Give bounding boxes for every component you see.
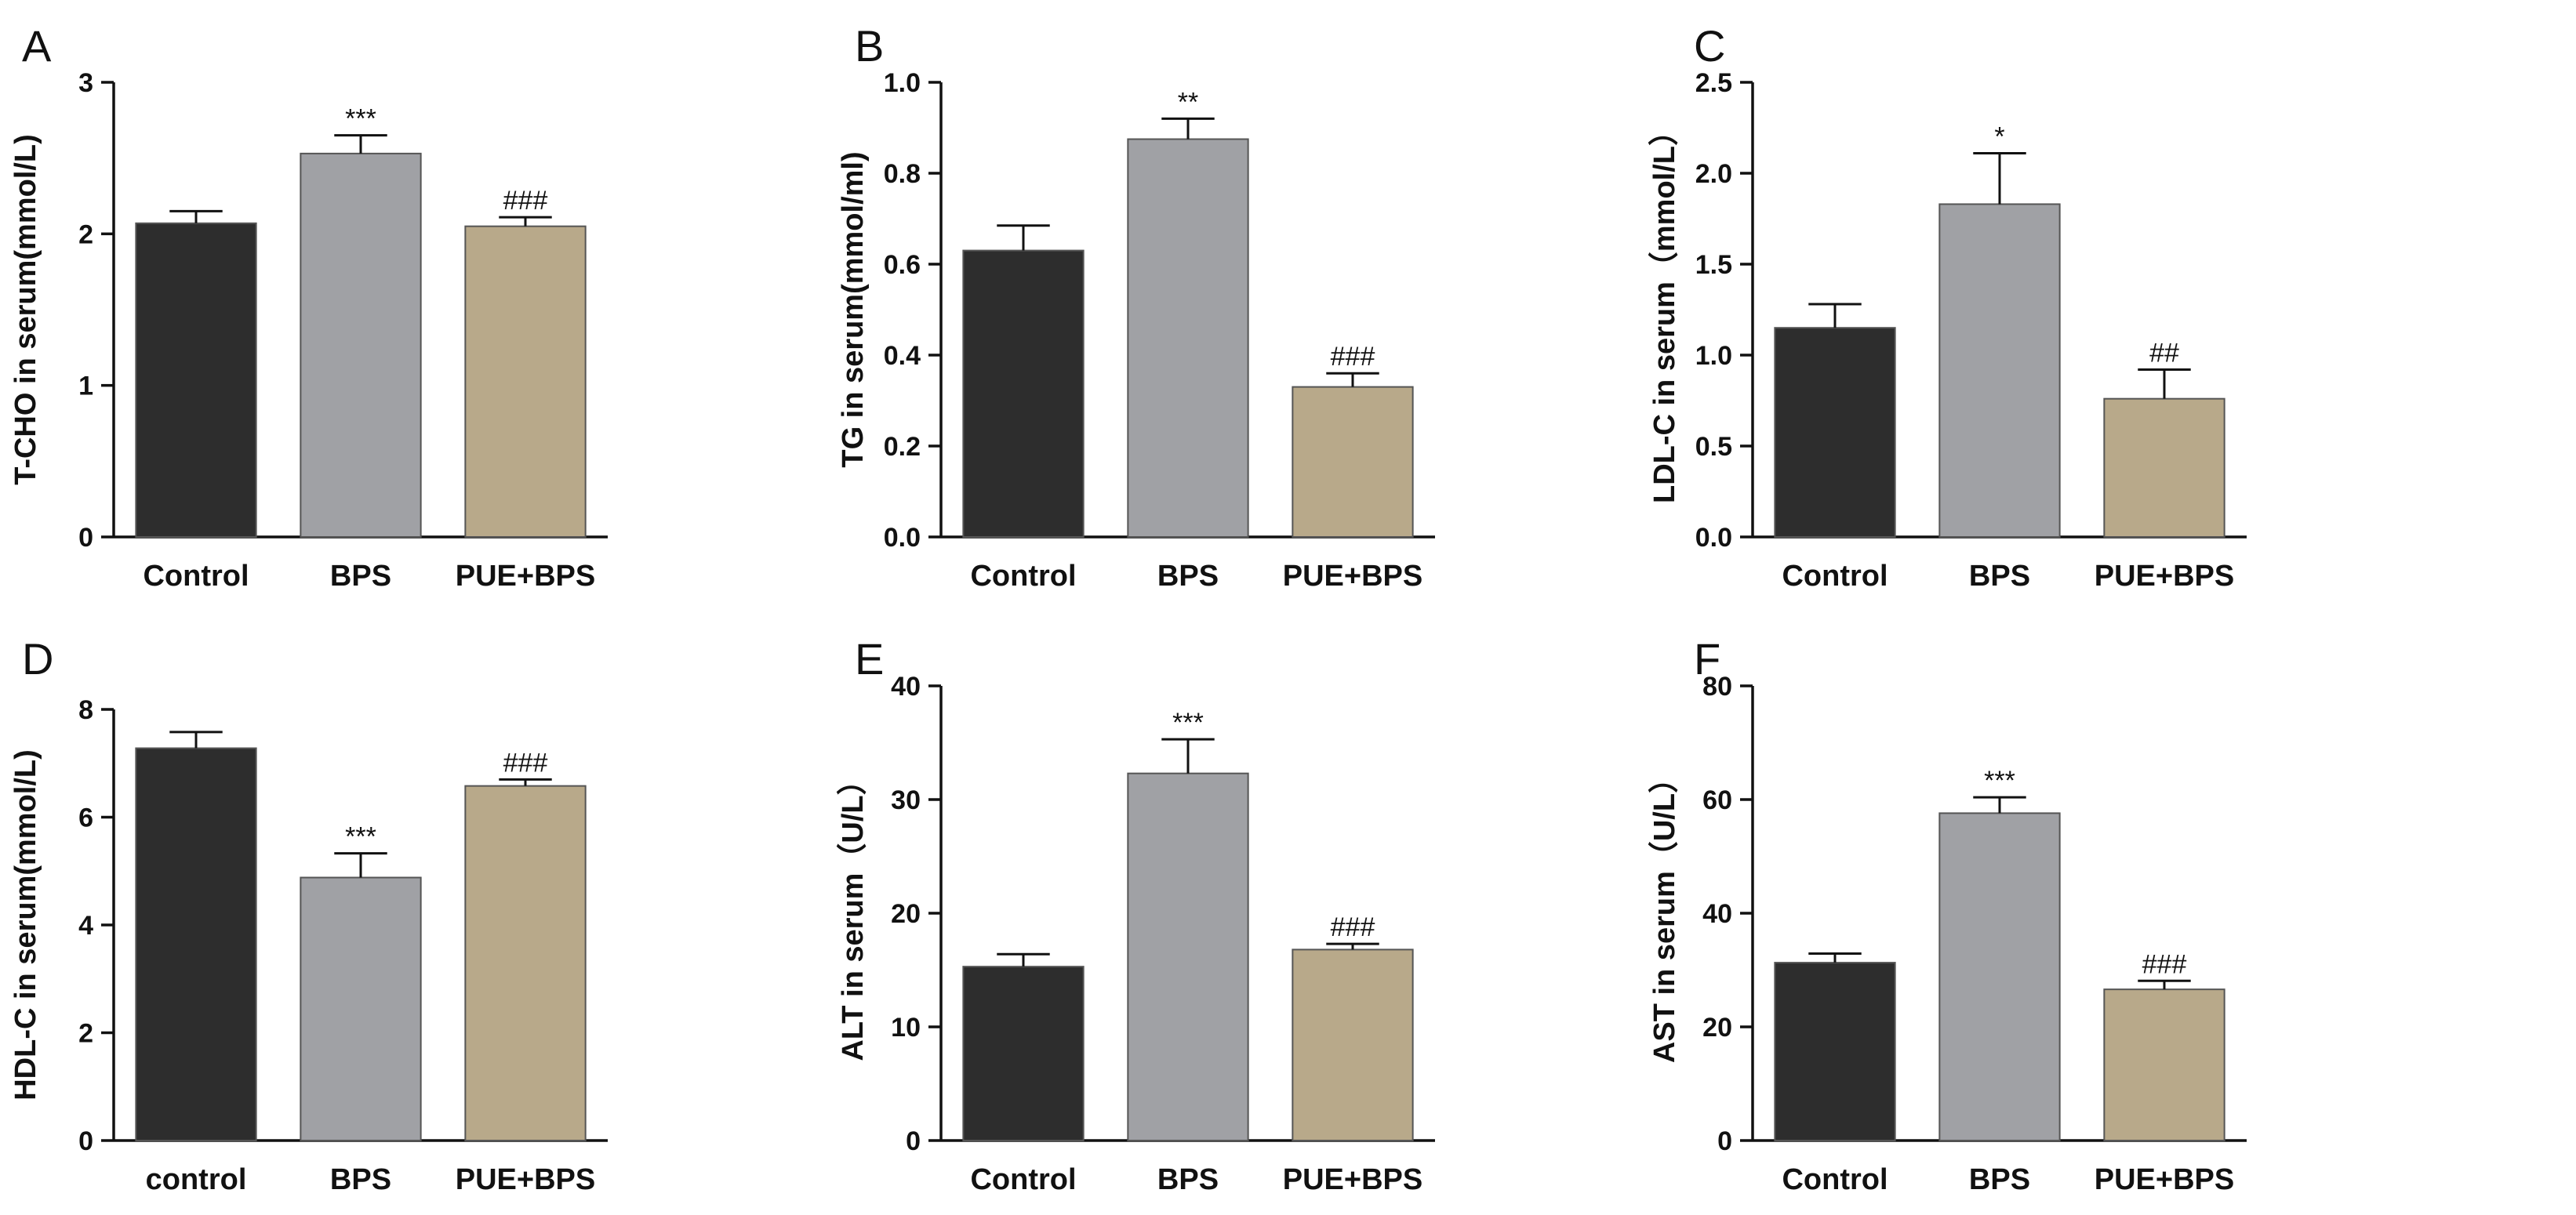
y-axis-title: ALT in serum（U/L） <box>837 765 870 1061</box>
x-category-label: PUE+BPS <box>456 1163 595 1196</box>
chart-panel-c: C 0.0 0.5 1.0 1.5 2.0 2.5 LDL-C in serum（mmol/L… <box>1648 21 2247 593</box>
chart-panel-e: E 0 10 20 30 40 ALT in serum（U/L） Control *** BPS… <box>837 634 1435 1196</box>
y-tick-label: 10 <box>891 1013 921 1043</box>
significance-marker: *** <box>345 822 376 852</box>
y-tick-label: 0.2 <box>884 432 921 462</box>
y-tick-label: 40 <box>891 672 921 702</box>
y-axis-title: HDL-C in serum(mmol/L) <box>9 749 42 1101</box>
panel-letter: E <box>855 634 884 684</box>
panel-letter: C <box>1694 21 1725 71</box>
bar-bps <box>300 876 422 1141</box>
x-category-label: PUE+BPS <box>2095 560 2234 593</box>
y-tick-label: 2.0 <box>1695 159 1732 189</box>
y-tick-label: 0.0 <box>1695 523 1732 553</box>
y-tick-label: 40 <box>1702 899 1732 929</box>
y-tick-label: 2.5 <box>1695 68 1732 98</box>
significance-marker: ### <box>1331 342 1375 372</box>
x-category-label: PUE+BPS <box>1283 1163 1422 1196</box>
y-tick-label: 80 <box>1702 672 1732 702</box>
y-axis-title: T-CHO in serum(mmol/L) <box>9 134 42 485</box>
y-tick-label: 0.0 <box>884 523 921 553</box>
bar-pue-bps <box>2103 988 2225 1142</box>
panel-letter: F <box>1694 634 1720 684</box>
x-category-label: control <box>146 1163 247 1196</box>
bar-control <box>1774 962 1896 1141</box>
y-axis-title: TG in serum(mmol/ml) <box>837 151 870 467</box>
x-category-label: PUE+BPS <box>2095 1163 2234 1196</box>
panel-letter: A <box>22 21 52 71</box>
significance-marker: ### <box>503 186 548 216</box>
bar-bps <box>1127 772 1249 1142</box>
chart-panel-f: F 0 20 40 60 80 AST in serum（U/L） Control *** BPS… <box>1648 634 2247 1196</box>
bar-pue-bps <box>464 785 587 1141</box>
significance-marker: ### <box>503 748 548 778</box>
y-tick-label: 1.5 <box>1695 250 1732 280</box>
y-tick-label: 8 <box>78 695 93 725</box>
bar-bps <box>1127 138 1249 538</box>
y-axis-title: AST in serum（U/L） <box>1648 763 1681 1063</box>
bar-control <box>962 966 1085 1142</box>
chart-panel-b: B 0.0 0.2 0.4 0.6 0.8 1.0 TG in serum(mmol/ml) C… <box>837 21 1435 593</box>
x-category-label: BPS <box>1157 1163 1219 1196</box>
bar-control <box>962 249 1085 538</box>
x-category-label: BPS <box>330 560 391 593</box>
y-tick-label: 0 <box>906 1126 921 1156</box>
x-category-label: BPS <box>330 1163 391 1196</box>
y-tick-label: 6 <box>78 803 93 833</box>
x-category-label: BPS <box>1157 560 1219 593</box>
y-tick-label: 0 <box>78 523 93 553</box>
panel-letter: D <box>22 634 53 684</box>
y-tick-label: 60 <box>1702 785 1732 815</box>
significance-marker: ### <box>1331 912 1375 942</box>
y-tick-label: 1 <box>78 372 93 401</box>
x-category-label: PUE+BPS <box>456 560 595 593</box>
chart-panel-a: A 0 1 2 3 T-CHO in serum(mmol/L) Control *** BPS… <box>9 21 608 593</box>
y-axis-title: LDL-C in serum（mmol/L） <box>1648 116 1681 503</box>
y-tick-label: 0 <box>1717 1126 1732 1156</box>
y-tick-label: 30 <box>891 785 921 815</box>
significance-marker: ## <box>2149 339 2179 368</box>
significance-marker: ### <box>2142 949 2187 979</box>
bar-pue-bps <box>1292 386 1414 538</box>
bar-bps <box>1938 203 2061 538</box>
x-category-label: BPS <box>1969 1163 2030 1196</box>
significance-marker: ** <box>1178 87 1198 117</box>
y-tick-label: 0.4 <box>884 341 921 371</box>
bar-control <box>135 222 257 538</box>
y-tick-label: 2 <box>78 1019 93 1049</box>
bar-pue-bps <box>2103 397 2225 538</box>
y-tick-label: 1.0 <box>1695 341 1732 371</box>
y-tick-label: 20 <box>891 899 921 929</box>
y-tick-label: 0.8 <box>884 159 921 189</box>
bar-control <box>135 747 257 1141</box>
x-category-label: BPS <box>1969 560 2030 593</box>
y-tick-label: 4 <box>78 911 93 941</box>
y-tick-label: 2 <box>78 219 93 249</box>
bar-control <box>1774 327 1896 538</box>
y-tick-label: 0 <box>78 1126 93 1156</box>
bar-bps <box>1938 812 2061 1142</box>
x-category-label: PUE+BPS <box>1283 560 1422 593</box>
x-category-label: Control <box>1782 560 1887 593</box>
chart-panel-d: D 0 2 4 6 8 HDL-C in serum(mmol/L) control *** BP… <box>9 634 608 1196</box>
y-tick-label: 1.0 <box>884 68 921 98</box>
bar-pue-bps <box>464 225 587 538</box>
x-category-label: Control <box>1782 1163 1887 1196</box>
panel-letter: B <box>855 21 884 71</box>
significance-marker: * <box>1994 121 2004 151</box>
x-category-label: Control <box>143 560 249 593</box>
x-category-label: Control <box>970 560 1076 593</box>
bar-bps <box>300 152 422 538</box>
x-category-label: Control <box>970 1163 1076 1196</box>
y-tick-label: 0.6 <box>884 250 921 280</box>
significance-marker: *** <box>345 104 376 134</box>
y-tick-label: 3 <box>78 68 93 98</box>
bar-pue-bps <box>1292 948 1414 1142</box>
y-tick-label: 20 <box>1702 1013 1732 1043</box>
significance-marker: *** <box>1172 708 1204 738</box>
significance-marker: *** <box>1984 766 2015 796</box>
y-tick-label: 0.5 <box>1695 432 1732 462</box>
